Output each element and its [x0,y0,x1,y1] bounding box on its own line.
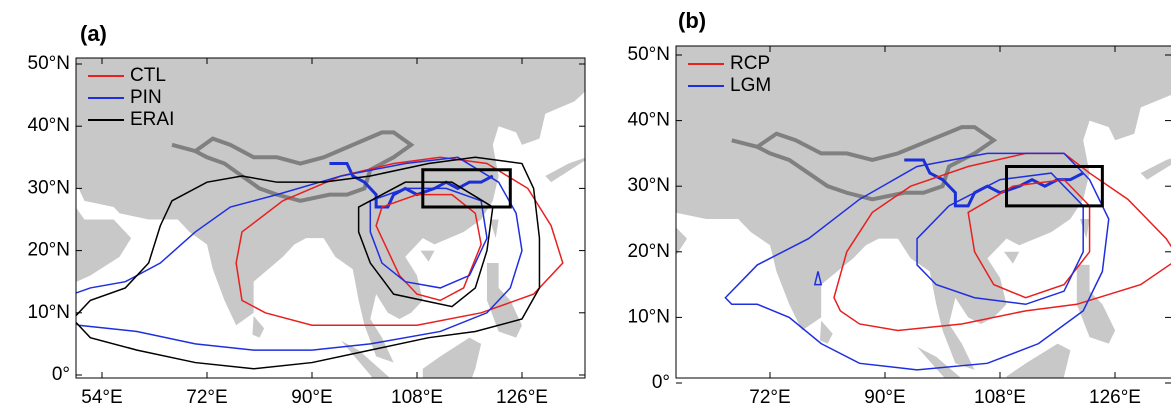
x-tick-label: 90°E [864,387,905,408]
contour [73,157,540,368]
y-tick-label: 0° [652,372,670,393]
x-tick-label: 108°E [974,387,1026,408]
legend-label: PIN [130,87,162,108]
y-tick-label: 30°N [628,175,670,196]
frame-b [675,45,1171,379]
contour [359,182,493,306]
contour [815,271,821,284]
contour [968,180,1089,298]
legend-label: RCP [730,53,770,74]
contour [236,157,563,325]
contour [725,153,1108,369]
contour [917,173,1083,304]
y-tick-label: 20°N [628,241,670,262]
panel-label: (a) [80,21,107,46]
legend-label: LGM [730,75,771,96]
y-tick-label: 30°N [28,177,70,198]
y-tick-label: 40°N [628,110,670,131]
legend-label: ERAI [130,109,174,130]
frame-a [75,57,586,379]
map-a [55,58,585,378]
map-b [676,46,1171,378]
x-tick-label: 72°E [186,387,227,408]
contour [55,157,522,350]
y-tick-label: 10°N [628,306,670,327]
x-tick-label: 54°E [81,387,122,408]
x-tick-label: 72°E [749,387,790,408]
x-tick-label: 126°E [1089,387,1141,408]
legend-label: CTL [130,65,166,86]
panel-label: (b) [678,8,706,33]
contour [834,153,1171,330]
y-tick-label: 0° [52,364,70,385]
contour [370,188,487,288]
y-tick-label: 20°N [28,240,70,261]
y-tick-label: 50°N [628,44,670,65]
x-tick-label: 126°E [496,387,548,408]
x-tick-label: 108°E [391,387,443,408]
y-tick-label: 10°N [28,302,70,323]
y-tick-label: 50°N [28,53,70,74]
y-tick-label: 40°N [28,115,70,136]
contour [376,195,481,301]
x-tick-label: 90°E [291,387,332,408]
